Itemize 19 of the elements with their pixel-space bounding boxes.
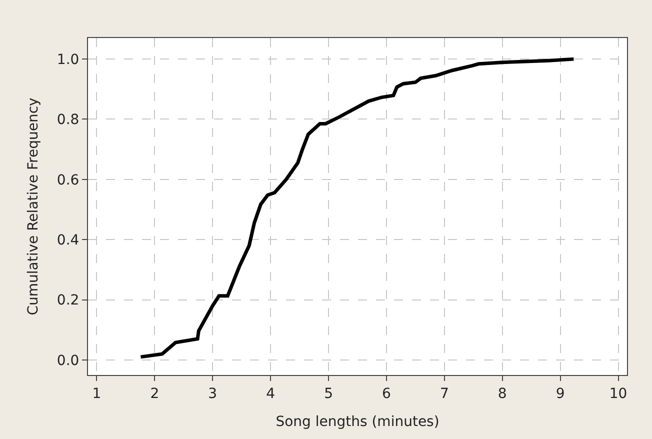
x-tick-label: 6 (382, 386, 392, 402)
y-axis-title: Cumulative Relative Frequency (26, 98, 42, 316)
x-tick-label: 2 (150, 386, 160, 402)
x-tick-label: 7 (440, 386, 449, 402)
x-tick-label: 10 (609, 386, 628, 402)
y-tick-label: 0.2 (56, 292, 80, 309)
x-tick-label: 5 (324, 386, 333, 402)
y-tick-label: 0.8 (56, 112, 80, 128)
x-tick-label: 8 (498, 386, 507, 402)
x-tick-label: 1 (92, 386, 102, 402)
x-axis-title: Song lengths (minutes) (276, 414, 440, 430)
x-tick-label: 9 (556, 386, 565, 402)
y-tick-label: 0.6 (56, 172, 80, 188)
x-tick-label: 3 (208, 386, 218, 402)
y-tick-label: 1.0 (56, 52, 80, 68)
y-tick-label: 0.4 (56, 232, 80, 248)
line-series (138, 57, 576, 359)
y-tick-label: 0.0 (56, 352, 80, 369)
x-tick-label: 4 (266, 386, 276, 402)
